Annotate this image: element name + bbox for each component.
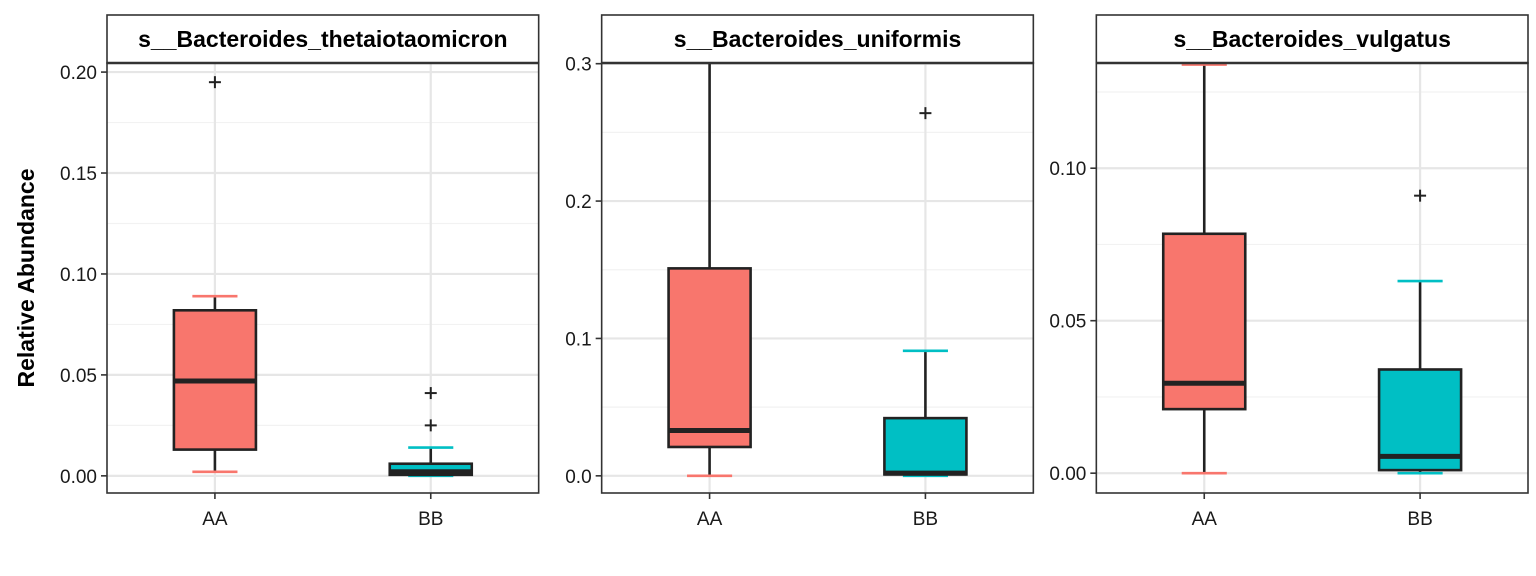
outlier-point [919,107,932,120]
y-axis-label: Relative Abundance [13,169,39,388]
outlier-point [208,76,221,89]
box-BB [883,107,968,478]
panel-title: s__Bacteroides_thetaiotaomicron [138,26,507,52]
strip-box [106,14,540,64]
box-BB [388,387,474,478]
x-tick-label: BB [1407,509,1432,530]
box-iqr [388,462,474,477]
panels: s__Bacteroides_thetaiotaomicron 0.00 0.05 0… [60,14,1529,530]
panel-border [1095,62,1529,494]
box-AA [172,76,258,474]
box-AA [667,43,752,478]
box-iqr [1161,232,1247,411]
panel-title: s__Bacteroides_uniformis [674,26,962,52]
x-tick-label: AA [697,509,723,530]
panel-border [600,62,1035,494]
y-tick-label: 0.05 [1049,312,1086,333]
outlier-point [424,419,437,432]
y-tick-label: 0.1 [565,329,591,350]
box-AA [1161,63,1247,475]
y-tick-label: 0.10 [60,265,97,286]
box-iqr [1377,368,1463,472]
y-tick-label: 0.20 [60,63,97,84]
panel-border [106,62,540,494]
x-tick-label: BB [418,509,443,530]
outlier-point [1414,189,1427,202]
panel-2: s__Bacteroides_uniformis 0.0 0.1 0.2 0.3 AA BB [565,14,1035,530]
outlier-point [424,387,437,400]
panel-3: s__Bacteroides_vulgatus 0.00 0.05 0.10 AA BB [1049,14,1529,530]
panel-1: s__Bacteroides_thetaiotaomicron 0.00 0.05 0… [60,14,540,530]
box-BB [1377,189,1463,475]
strip-box [600,14,1035,64]
y-tick-label: 0.2 [565,192,591,213]
strip-box [1095,14,1529,64]
box-iqr [667,267,752,449]
y-tick-label: 0.3 [565,55,591,76]
y-tick-label: 0.10 [1049,159,1086,180]
panel-title: s__Bacteroides_vulgatus [1173,26,1450,52]
box-iqr [883,416,968,476]
x-tick-label: AA [1192,509,1218,530]
y-tick-label: 0.15 [60,164,97,185]
y-tick-label: 0.00 [60,467,97,488]
x-tick-label: AA [202,509,228,530]
x-tick-label: BB [913,509,938,530]
y-tick-label: 0.00 [1049,464,1086,485]
y-tick-label: 0.0 [565,467,591,488]
y-tick-label: 0.05 [60,366,97,387]
